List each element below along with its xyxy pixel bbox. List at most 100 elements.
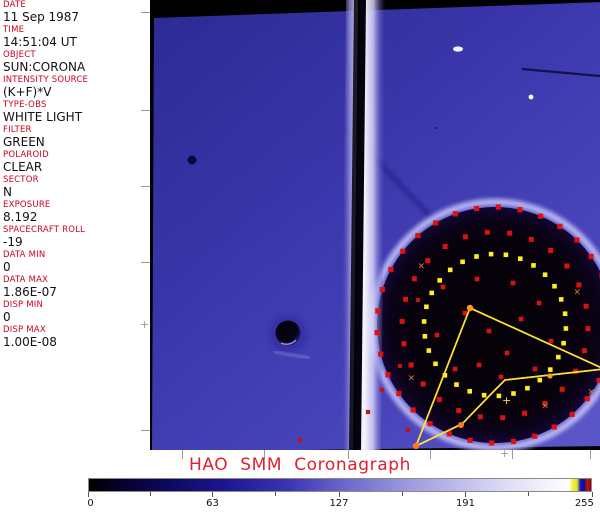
marker-red-mid [399, 318, 405, 324]
marker-yellow-ring [424, 304, 429, 310]
axis-tick-left [141, 262, 150, 263]
metadata-field: FILTER GREEN [0, 125, 140, 149]
dark-edge-line [521, 67, 600, 78]
marker-red-mid [401, 341, 407, 347]
marker-red-outer [532, 433, 538, 439]
colorbar-tick-label: 127 [329, 498, 349, 509]
colorbar[interactable] [88, 478, 592, 492]
marker-red-outer [446, 431, 452, 437]
metadata-field: EXPOSURE 8.192 [0, 200, 140, 224]
marker-yellow-ring [558, 297, 564, 302]
metadata-field: TYPE-OBS WHITE LIGHT [0, 100, 140, 124]
marker-red-inner [532, 366, 538, 372]
colorbar-tick-label: 63 [206, 498, 219, 509]
bright-speck [528, 94, 534, 100]
axis-cross-left: + [140, 318, 150, 331]
colorbar-minor-tick [401, 492, 403, 496]
marker-yellow-ring [562, 311, 568, 316]
metadata-label: OBJECT [3, 50, 36, 60]
marker-red-mid [522, 410, 528, 416]
dark-blob [187, 155, 197, 165]
marker-red-outer [551, 424, 557, 430]
coronagraph-canvas: × × × × × + [150, 0, 600, 450]
marker-red-mid [411, 276, 417, 282]
metadata-label: DATA MAX [3, 275, 49, 285]
marker-yellow-ring [488, 251, 494, 257]
marker-red-mid [548, 248, 554, 253]
marker-yellow-ring [454, 382, 459, 387]
marker-red-field [405, 427, 411, 433]
marker-red-inner [440, 284, 446, 290]
marker-red-outer [489, 440, 495, 446]
colorbar-minor-tick [275, 492, 277, 496]
metadata-value: (K+F)*V [3, 85, 52, 99]
marker-yellow-ring [460, 259, 465, 265]
marker-red-mid [528, 236, 534, 242]
marker-yellow-ring [537, 377, 543, 383]
metadata-field: DATA MIN 0 [0, 250, 140, 274]
marker-red-outer [569, 411, 575, 417]
axis-tick-bottom [512, 450, 513, 459]
metadata-value: 1.00E-08 [3, 335, 57, 349]
axis-tick-left [141, 430, 150, 431]
marker-red-inner [462, 310, 468, 316]
dark-speck [434, 126, 438, 130]
marker-yellow-ring [474, 254, 479, 259]
marker-red-mid [477, 414, 483, 420]
marker-yellow-ring [467, 389, 472, 394]
marker-red-mid [500, 415, 506, 421]
metadata-label: DISP MAX [3, 325, 46, 335]
axis-tick-bottom [430, 450, 431, 459]
marker-red-field [415, 297, 421, 303]
marker-red-mid [581, 348, 587, 354]
marker-red-outer [388, 266, 394, 273]
marker-red-outer [396, 390, 402, 397]
marker-x: × [418, 262, 426, 272]
marker-red-outer [385, 372, 391, 378]
axis-tick-left [141, 110, 150, 111]
marker-yellow-ring [563, 326, 569, 331]
marker-red-mid [576, 282, 582, 288]
coronagraph-image[interactable]: × × × × × + [150, 0, 600, 450]
marker-overlay: × × × × × [297, 204, 600, 446]
marker-red-field [365, 409, 371, 415]
metadata-label: TIME [3, 25, 25, 35]
marker-red-outer [588, 253, 594, 260]
marker-red-mid [564, 263, 570, 269]
marker-red-mid [573, 368, 579, 374]
metadata-value: 14:51:04 UT [3, 35, 77, 49]
axis-cross-bottom: + [500, 447, 510, 460]
marker-yellow-ring [426, 348, 432, 353]
metadata-value: 1.86E-07 [3, 285, 57, 299]
metadata-label: DATA MIN [3, 250, 46, 260]
marker-red-inner [486, 328, 492, 334]
frame-contents: × × × × × + [150, 0, 600, 450]
marker-red-inner [518, 316, 524, 322]
marker-yellow-ring [503, 252, 509, 258]
colorbar-tick-label: 255 [574, 498, 594, 509]
marker-red-mid [507, 230, 513, 236]
colorbar-tick [592, 492, 593, 497]
fov-polygon: + [412, 304, 600, 450]
marker-red-inner [434, 332, 440, 338]
marker-red-outer [415, 233, 421, 239]
marker-red-mid [420, 381, 426, 387]
marker-yellow-ring [525, 385, 530, 391]
marker-red-outer [379, 287, 385, 293]
metadata-field: INTENSITY SOURCE (K+F)*V [0, 75, 140, 99]
pylon-ball [269, 315, 311, 359]
metadata-label: FILTER [3, 125, 32, 135]
metadata-label: SPACECRAFT ROLL [3, 225, 85, 235]
marker-x: × [574, 288, 582, 298]
colorbar-tick-label: 0 [87, 498, 94, 509]
marker-red-mid [425, 258, 431, 264]
metadata-value: 0 [3, 260, 11, 274]
marker-red-inner [498, 374, 504, 380]
axis-tick-bottom [182, 450, 183, 459]
figure-title: HAO SMM Coronagraph [188, 455, 412, 475]
marker-x: × [542, 402, 550, 412]
marker-red-outer [427, 421, 433, 427]
metadata-value: CLEAR [3, 160, 43, 174]
marker-yellow-ring [561, 340, 566, 346]
